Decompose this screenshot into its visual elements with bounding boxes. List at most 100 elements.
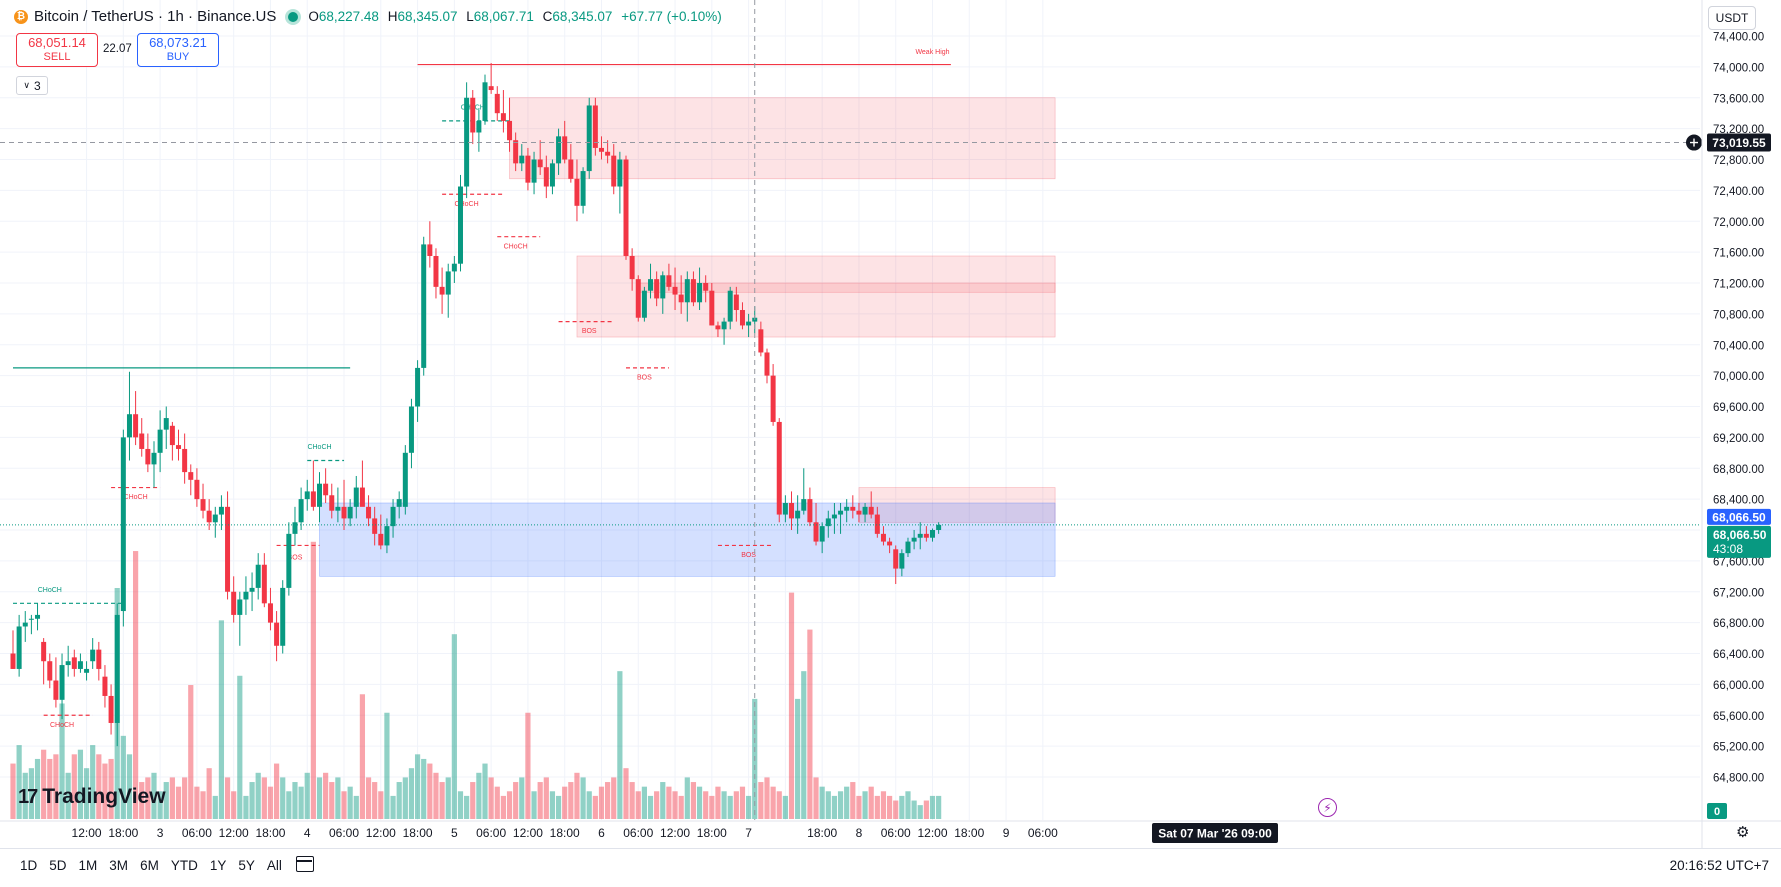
volume-bar bbox=[813, 777, 819, 819]
currency-selector[interactable]: USDT bbox=[1708, 6, 1756, 30]
time-tick-label: 18:00 bbox=[550, 826, 580, 840]
volume-bar bbox=[329, 782, 335, 819]
volume-bar bbox=[65, 772, 71, 819]
range-1m[interactable]: 1M bbox=[78, 858, 98, 873]
range-3m[interactable]: 3M bbox=[109, 858, 129, 873]
volume-bar bbox=[169, 777, 175, 819]
volume-bar bbox=[10, 763, 16, 819]
candle-body bbox=[280, 587, 286, 646]
buy-button[interactable]: 68,073.21 BUY bbox=[137, 33, 219, 67]
range-1d[interactable]: 1D bbox=[20, 858, 38, 873]
candle-body bbox=[789, 502, 795, 519]
range-1y[interactable]: 1Y bbox=[209, 858, 227, 873]
volume-bar bbox=[359, 694, 366, 819]
volume-bar bbox=[402, 777, 408, 819]
candle-body bbox=[721, 321, 727, 330]
bar-countdown: 43:08 bbox=[1713, 542, 1743, 556]
candle-body bbox=[157, 429, 163, 453]
indicators-toggle[interactable]: ∨ 3 bbox=[16, 76, 48, 95]
candle-body bbox=[139, 433, 145, 449]
range-6m[interactable]: 6M bbox=[140, 858, 159, 873]
candle-body bbox=[133, 414, 139, 438]
candle-body bbox=[35, 614, 41, 619]
structure-label: BOS bbox=[582, 328, 597, 335]
price-tick-label: 67,600.00 bbox=[1713, 556, 1764, 568]
range-all[interactable]: All bbox=[266, 858, 282, 873]
candles bbox=[0, 63, 1700, 747]
gear-icon[interactable]: ⚙ bbox=[1736, 824, 1750, 841]
volume-bar bbox=[727, 795, 733, 819]
supply-zone bbox=[509, 97, 1056, 180]
clock-readout[interactable]: 20:16:52 UTC+7 bbox=[1669, 858, 1769, 873]
volume-bar bbox=[218, 620, 225, 819]
volume-bar bbox=[543, 777, 549, 819]
candle-body bbox=[611, 155, 617, 187]
lightning-icon[interactable]: ⚡ bbox=[1318, 798, 1337, 817]
candle-body bbox=[911, 537, 917, 542]
sell-button[interactable]: 68,051.14 SELL bbox=[16, 33, 98, 67]
crosshair-time-label: Sat 07 Mar '26 09:00 bbox=[1158, 827, 1272, 841]
change-value: +67.77 (+0.10%) bbox=[621, 9, 722, 24]
candle-body bbox=[415, 367, 421, 407]
volume-bar bbox=[690, 782, 697, 819]
candle-body bbox=[347, 506, 353, 519]
range-5d[interactable]: 5D bbox=[49, 858, 67, 873]
crosshair-price-label-bg bbox=[1707, 133, 1771, 152]
market-open-icon bbox=[288, 11, 299, 22]
candle-body bbox=[126, 414, 132, 438]
volume-bar bbox=[703, 791, 709, 819]
range-ytd[interactable]: YTD bbox=[170, 858, 198, 873]
candle-body bbox=[286, 533, 292, 588]
volume-bar bbox=[316, 777, 323, 819]
volume-bar bbox=[353, 795, 359, 819]
volume-bar bbox=[660, 782, 666, 819]
candle-body bbox=[310, 491, 316, 507]
volume-bar bbox=[580, 777, 586, 819]
tradingview-mark-icon: 17 bbox=[18, 785, 38, 808]
range-5y[interactable]: 5Y bbox=[238, 858, 255, 873]
volume-bar bbox=[807, 629, 813, 819]
candle-body bbox=[850, 506, 856, 511]
candle-body bbox=[212, 514, 218, 523]
volume-bar bbox=[396, 782, 402, 819]
time-tick-label: 18:00 bbox=[954, 826, 984, 840]
structure-label: BOS bbox=[741, 552, 756, 559]
time-tick-label: 12:00 bbox=[366, 826, 396, 840]
crosshair-time-label-bg bbox=[1152, 823, 1278, 843]
candle-body bbox=[905, 541, 911, 554]
calendar-icon[interactable] bbox=[296, 856, 314, 872]
candle-body bbox=[120, 437, 126, 612]
supply-zone bbox=[858, 487, 1056, 523]
low-value: 68,067.71 bbox=[473, 9, 534, 24]
candle-body bbox=[176, 445, 182, 449]
volume-bar bbox=[647, 795, 654, 819]
candle-body bbox=[568, 159, 574, 179]
symbol-title[interactable]: Bitcoin / TetherUS · 1h · Binance.US bbox=[34, 8, 277, 25]
candle-body bbox=[182, 448, 188, 473]
candle-body bbox=[666, 275, 672, 287]
candle-body bbox=[562, 136, 568, 160]
volume-bar bbox=[770, 786, 776, 819]
candle-body bbox=[648, 279, 654, 291]
candle-body bbox=[451, 263, 457, 272]
candle-body bbox=[445, 271, 451, 295]
candle-body bbox=[427, 244, 433, 256]
candle-body bbox=[733, 294, 739, 311]
crosshair bbox=[0, 0, 1702, 820]
candle-body bbox=[856, 510, 862, 515]
volume-bar bbox=[611, 777, 617, 819]
candle-body bbox=[90, 649, 96, 662]
candle-body bbox=[274, 622, 280, 646]
candle-body bbox=[592, 105, 598, 148]
tradingview-logo[interactable]: 17 TradingView bbox=[18, 785, 166, 809]
candle-body bbox=[200, 499, 206, 511]
price-tick-label: 70,800.00 bbox=[1713, 309, 1764, 321]
volume-bar bbox=[212, 795, 218, 819]
candle-body bbox=[390, 506, 396, 527]
volume-bar bbox=[795, 698, 801, 819]
candle-body bbox=[59, 665, 65, 700]
candle-body bbox=[513, 140, 519, 164]
time-tick-label: 3 bbox=[157, 826, 164, 840]
volume-bar bbox=[923, 800, 929, 819]
